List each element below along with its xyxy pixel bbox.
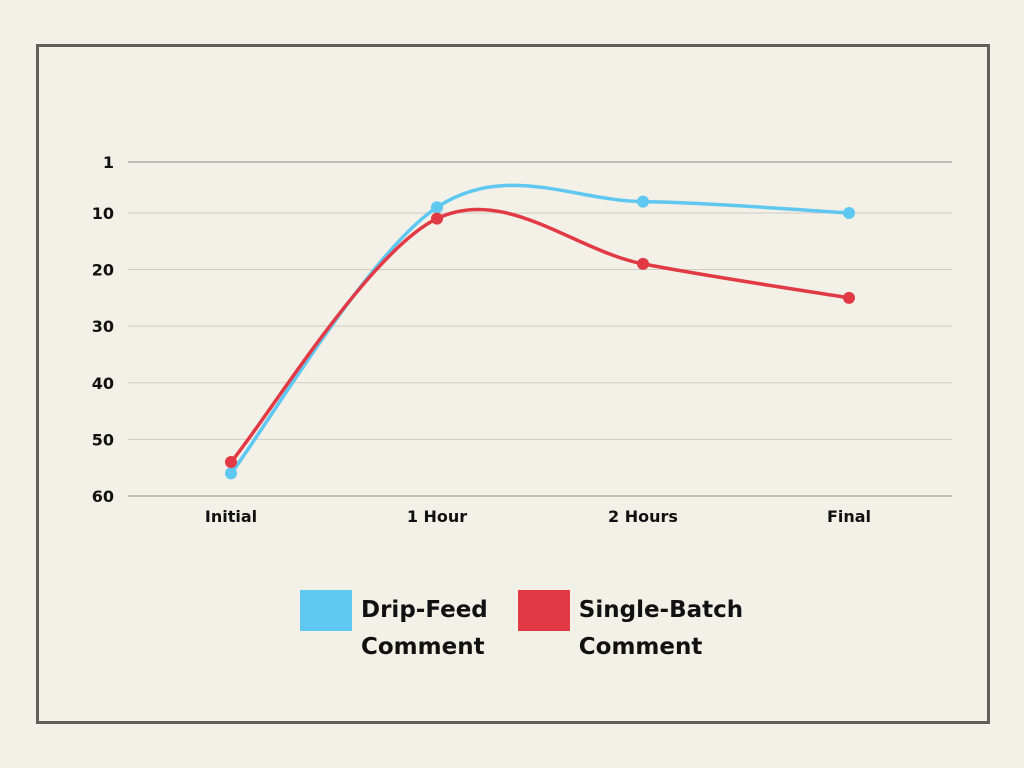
legend-item-drip-feed: Drip-Feed Comment (300, 590, 488, 666)
legend-label-drip-feed: Drip-Feed Comment (361, 592, 488, 666)
legend-label-line: Comment (361, 634, 485, 660)
y-axis: 1 10 20 30 40 50 60 (92, 153, 114, 506)
x-axis: Initial 1 Hour 2 Hours Final (205, 507, 871, 526)
data-point-drip-feed (843, 206, 855, 219)
y-tick-label: 60 (92, 487, 114, 506)
legend-swatch-drip-feed (300, 590, 352, 631)
data-point-drip-feed (637, 195, 649, 208)
data-point-single-batch (637, 257, 649, 270)
legend-item-single-batch: Single-Batch Comment (517, 590, 743, 666)
y-tick-label: 30 (92, 317, 114, 336)
data-point-single-batch (431, 212, 443, 225)
y-tick-label: 40 (92, 374, 114, 393)
legend: Drip-Feed Comment Single-Batch Comment (300, 590, 773, 666)
series-single-batch (225, 207, 855, 469)
data-point-drip-feed (431, 201, 443, 214)
y-tick-label: 10 (92, 204, 114, 223)
series-group (225, 183, 855, 480)
legend-swatch-single-batch (517, 590, 570, 631)
grid-lines (128, 161, 952, 497)
x-tick-label: 1 Hour (407, 507, 467, 526)
x-tick-label: Initial (205, 507, 257, 526)
series-drip-feed (225, 183, 855, 480)
y-tick-label: 20 (92, 261, 114, 280)
legend-label-line: Comment (578, 634, 703, 660)
data-point-single-batch (225, 456, 237, 469)
legend-label-single-batch: Single-Batch Comment (579, 592, 743, 666)
data-point-single-batch (843, 291, 855, 304)
series-line-single-batch (229, 207, 851, 464)
y-tick-label: 50 (92, 430, 114, 449)
x-tick-label: Final (827, 507, 871, 526)
series-line-drip-feed (229, 183, 851, 476)
legend-label-line: Drip-Feed (361, 597, 488, 623)
data-point-drip-feed (225, 467, 237, 480)
y-tick-label: 1 (103, 153, 114, 172)
x-tick-label: 2 Hours (608, 507, 678, 526)
chart-frame (36, 44, 990, 724)
legend-label-line: Single-Batch (578, 597, 744, 623)
